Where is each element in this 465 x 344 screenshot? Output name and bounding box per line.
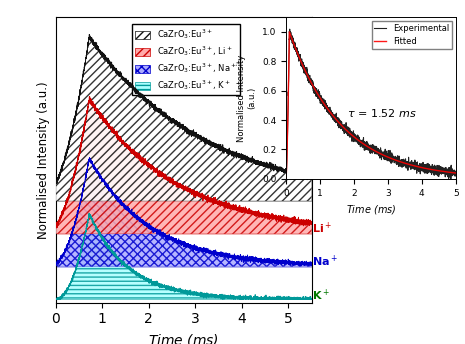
- Experimental: [366, 143, 372, 147]
- Fitted: [283, 177, 289, 181]
- Y-axis label: Normalised Intensity (a.u.): Normalised Intensity (a.u.): [37, 81, 50, 239]
- Fitted: [292, 44, 298, 49]
- Experimental: [292, 43, 298, 47]
- Line: Experimental: Experimental: [286, 29, 456, 179]
- Experimental: [361, 141, 367, 146]
- Fitted: [448, 170, 453, 174]
- X-axis label: Time ($ms$): Time ($ms$): [148, 332, 219, 344]
- Experimental: [448, 172, 454, 176]
- Experimental: [283, 174, 289, 178]
- Experimental: [283, 177, 289, 181]
- X-axis label: Time ($ms$): Time ($ms$): [345, 203, 396, 216]
- Text: Li$^+$: Li$^+$: [312, 221, 332, 236]
- Legend: CaZrO$_3$:Eu$^{3+}$, CaZrO$_3$:Eu$^{3+}$, Li$^+$, CaZrO$_3$:Eu$^{3+}$, Na$^+$, C: CaZrO$_3$:Eu$^{3+}$, CaZrO$_3$:Eu$^{3+}$…: [132, 24, 240, 95]
- Fitted: [366, 145, 372, 149]
- Experimental: [448, 177, 454, 181]
- Fitted: [448, 170, 454, 174]
- Text: Na$^+$: Na$^+$: [312, 254, 339, 269]
- Fitted: [417, 165, 423, 169]
- Y-axis label: Normalised Intensity
(a.u.): Normalised Intensity (a.u.): [237, 54, 256, 142]
- Experimental: [417, 161, 423, 165]
- Fitted: [286, 30, 292, 34]
- Line: Fitted: Fitted: [286, 32, 456, 179]
- Experimental: [453, 171, 458, 175]
- Text: $\tau$ = 1.52 $ms$: $\tau$ = 1.52 $ms$: [347, 107, 417, 119]
- Legend: Experimental, Fitted: Experimental, Fitted: [372, 21, 452, 49]
- Experimental: [287, 27, 292, 31]
- Text: K$^+$: K$^+$: [312, 288, 330, 303]
- Fitted: [453, 171, 458, 175]
- Fitted: [361, 142, 367, 147]
